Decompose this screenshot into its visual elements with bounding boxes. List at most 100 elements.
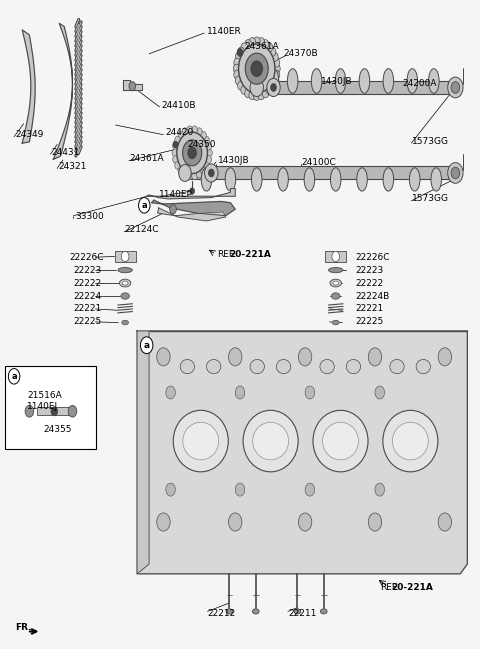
Circle shape bbox=[206, 142, 212, 150]
Text: 24370B: 24370B bbox=[283, 49, 318, 58]
Polygon shape bbox=[157, 208, 226, 221]
Polygon shape bbox=[147, 188, 235, 199]
Circle shape bbox=[228, 348, 242, 366]
Circle shape bbox=[235, 76, 242, 85]
Circle shape bbox=[245, 40, 252, 49]
Bar bbox=[5, 366, 96, 449]
Text: a: a bbox=[12, 372, 17, 381]
Ellipse shape bbox=[330, 168, 341, 191]
Text: 24349: 24349 bbox=[15, 130, 43, 140]
Polygon shape bbox=[53, 23, 72, 160]
Text: 22223: 22223 bbox=[73, 265, 102, 275]
Ellipse shape bbox=[243, 410, 298, 472]
Text: 1573GG: 1573GG bbox=[412, 194, 449, 203]
Text: 22221: 22221 bbox=[73, 304, 102, 313]
Circle shape bbox=[157, 513, 170, 531]
Circle shape bbox=[141, 337, 153, 354]
Text: 22226C: 22226C bbox=[356, 252, 390, 262]
Ellipse shape bbox=[330, 279, 341, 287]
Circle shape bbox=[241, 86, 248, 95]
Circle shape bbox=[305, 483, 315, 496]
Text: 22225: 22225 bbox=[356, 317, 384, 326]
Ellipse shape bbox=[268, 69, 279, 93]
Circle shape bbox=[241, 43, 248, 52]
Circle shape bbox=[235, 483, 245, 496]
Ellipse shape bbox=[313, 410, 368, 472]
Circle shape bbox=[201, 167, 206, 175]
Circle shape bbox=[228, 513, 242, 531]
Circle shape bbox=[235, 386, 245, 399]
Circle shape bbox=[166, 386, 175, 399]
Circle shape bbox=[245, 89, 252, 98]
Circle shape bbox=[157, 348, 170, 366]
Bar bbox=[36, 407, 72, 415]
Ellipse shape bbox=[321, 609, 327, 614]
Circle shape bbox=[182, 140, 202, 166]
Text: a: a bbox=[144, 341, 150, 350]
Circle shape bbox=[139, 197, 150, 213]
Circle shape bbox=[266, 43, 273, 52]
Circle shape bbox=[249, 91, 256, 100]
Polygon shape bbox=[137, 331, 468, 574]
Ellipse shape bbox=[206, 360, 221, 374]
Text: 22211: 22211 bbox=[288, 609, 316, 618]
Circle shape bbox=[175, 162, 180, 169]
Circle shape bbox=[245, 53, 268, 84]
Circle shape bbox=[190, 188, 194, 194]
Text: 24355: 24355 bbox=[44, 425, 72, 434]
Text: 1140EP: 1140EP bbox=[158, 190, 192, 199]
Text: 24321: 24321 bbox=[58, 162, 86, 171]
Circle shape bbox=[175, 136, 180, 144]
Circle shape bbox=[438, 348, 452, 366]
Ellipse shape bbox=[180, 360, 194, 374]
Text: 22124C: 22124C bbox=[124, 225, 159, 234]
Circle shape bbox=[332, 251, 339, 262]
Circle shape bbox=[269, 81, 276, 90]
Text: 21516A: 21516A bbox=[27, 391, 62, 400]
Ellipse shape bbox=[121, 293, 130, 299]
Ellipse shape bbox=[276, 360, 291, 374]
Circle shape bbox=[182, 128, 188, 136]
Text: REF.: REF. bbox=[217, 250, 236, 259]
Ellipse shape bbox=[409, 168, 420, 191]
Circle shape bbox=[8, 369, 20, 384]
Ellipse shape bbox=[312, 69, 322, 93]
Circle shape bbox=[258, 91, 264, 100]
Circle shape bbox=[438, 513, 452, 531]
Ellipse shape bbox=[323, 422, 359, 460]
Circle shape bbox=[253, 37, 260, 46]
Circle shape bbox=[204, 162, 209, 169]
Bar bbox=[115, 251, 136, 262]
Ellipse shape bbox=[390, 360, 404, 374]
Circle shape bbox=[258, 38, 264, 47]
Circle shape bbox=[273, 58, 280, 67]
Polygon shape bbox=[22, 30, 35, 143]
Ellipse shape bbox=[201, 168, 212, 191]
Ellipse shape bbox=[416, 360, 431, 374]
Circle shape bbox=[172, 149, 178, 157]
Ellipse shape bbox=[431, 168, 442, 191]
Circle shape bbox=[178, 167, 184, 175]
Ellipse shape bbox=[335, 69, 346, 93]
Text: 1140ER: 1140ER bbox=[206, 27, 241, 36]
Text: 1140EJ: 1140EJ bbox=[27, 402, 58, 411]
Circle shape bbox=[179, 165, 191, 181]
Text: 22225: 22225 bbox=[73, 317, 102, 326]
Text: 20-221A: 20-221A bbox=[392, 583, 433, 592]
Text: 33300: 33300 bbox=[75, 212, 104, 221]
Circle shape bbox=[238, 81, 244, 90]
Circle shape bbox=[272, 76, 278, 85]
Circle shape bbox=[234, 70, 240, 79]
Ellipse shape bbox=[383, 168, 394, 191]
Bar bbox=[254, 81, 460, 94]
Circle shape bbox=[204, 136, 209, 144]
Circle shape bbox=[196, 128, 202, 136]
Circle shape bbox=[448, 77, 463, 98]
Text: 24350: 24350 bbox=[187, 140, 216, 149]
Circle shape bbox=[448, 163, 463, 183]
Polygon shape bbox=[123, 80, 142, 90]
Circle shape bbox=[204, 164, 218, 182]
Ellipse shape bbox=[304, 168, 315, 191]
Ellipse shape bbox=[122, 321, 129, 324]
Text: 22226C: 22226C bbox=[69, 252, 104, 262]
